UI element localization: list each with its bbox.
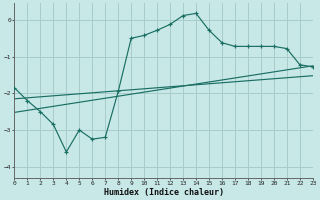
X-axis label: Humidex (Indice chaleur): Humidex (Indice chaleur) (104, 188, 224, 197)
